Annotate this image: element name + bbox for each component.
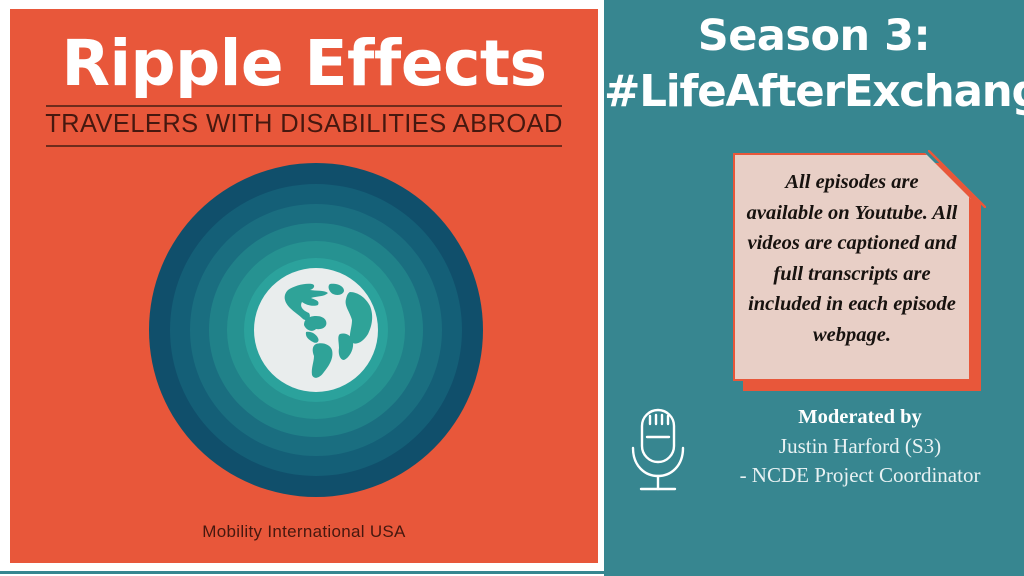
cover-wordmark: Ripple Effects TRAVELERS WITH DISABILITI… bbox=[10, 27, 598, 147]
cover-footer-organization: Mobility International USA bbox=[202, 522, 406, 541]
page-title: Ripple Effects bbox=[61, 27, 547, 100]
season-heading: Season 3: #LifeAfterExchange bbox=[604, 8, 1024, 120]
cover-subtitle: TRAVELERS WITH DISABILITIES ABROAD bbox=[45, 110, 563, 138]
podcast-cover-art-panel: Ripple Effects TRAVELERS WITH DISABILITI… bbox=[10, 9, 598, 563]
microphone-icon bbox=[631, 408, 685, 491]
wordmark-rule-top bbox=[46, 105, 562, 107]
season-heading-line-1: Season 3: bbox=[697, 11, 931, 61]
wordmark-rule-bottom bbox=[46, 145, 562, 147]
globe-ripple-icon bbox=[149, 163, 483, 497]
moderator-text-block: Moderated by Justin Harford (S3) - NCDE … bbox=[700, 403, 1020, 490]
sticky-note-text: All episodes are available on Youtube. A… bbox=[746, 171, 958, 346]
moderator-label: Moderated by bbox=[798, 406, 922, 428]
moderator-name: Justin Harford (S3) bbox=[778, 434, 942, 458]
sticky-note-fold-line bbox=[928, 150, 986, 208]
sticky-note: All episodes are available on Youtube. A… bbox=[733, 150, 986, 391]
season-heading-line-2: #LifeAfterExchange bbox=[604, 67, 1024, 117]
globe-icon bbox=[254, 268, 378, 392]
moderator-block: Moderated by Justin Harford (S3) - NCDE … bbox=[604, 400, 1024, 504]
moderator-role: - NCDE Project Coordinator bbox=[739, 463, 981, 487]
bottom-accent-strip bbox=[0, 571, 1024, 574]
season-info-panel: Season 3: #LifeAfterExchange All episode… bbox=[604, 0, 1024, 576]
